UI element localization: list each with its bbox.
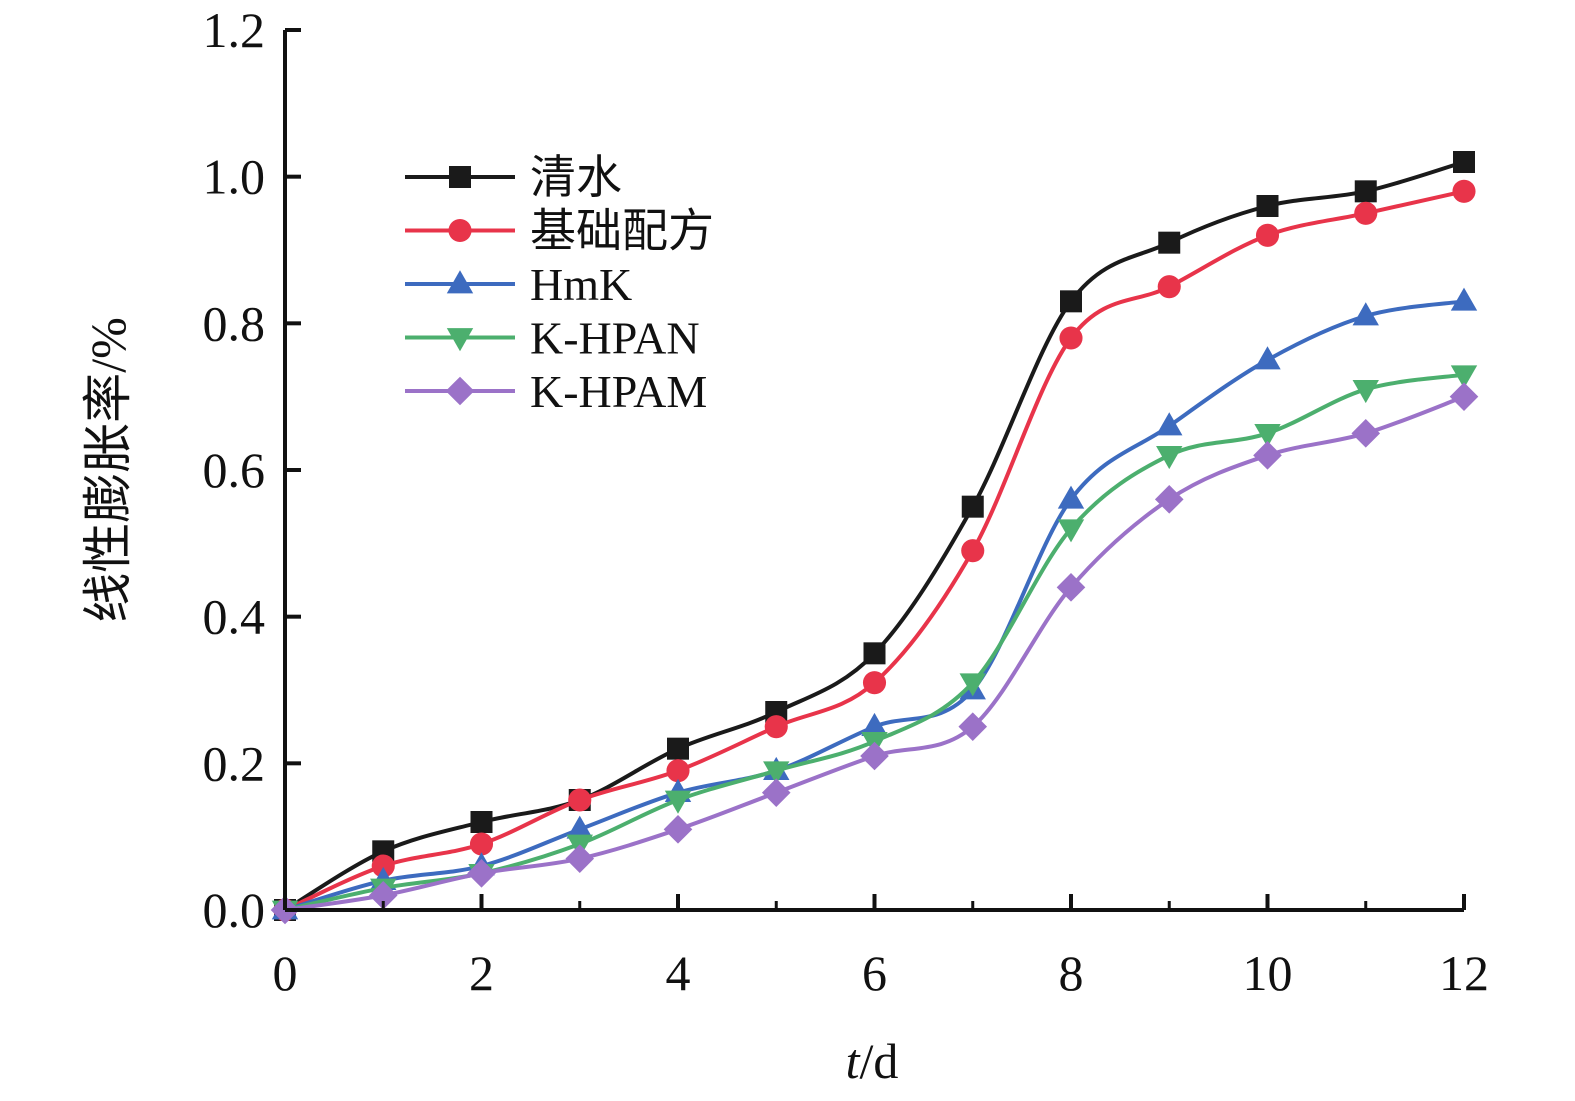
- legend-item: K-HPAM: [405, 366, 707, 417]
- y-tick-label: 1.0: [203, 149, 266, 205]
- ticks-layer: 0 2 4 6 8 10 12 0.0 0.2 0.4 0.6 0.8 1.0 1.2: [203, 2, 1490, 1001]
- data-point: [1449, 382, 1479, 411]
- series-1: [273, 179, 1476, 922]
- axes-layer: [283, 30, 1464, 912]
- x-axis-title-unit: /d: [860, 1033, 899, 1089]
- series-4: [270, 382, 1479, 925]
- data-point: [667, 737, 689, 760]
- data-point: [368, 881, 398, 910]
- data-point: [1056, 573, 1086, 602]
- data-point: [1453, 151, 1475, 173]
- legend-marker: [446, 328, 474, 352]
- data-point: [961, 495, 984, 518]
- x-tick-label: 12: [1439, 945, 1489, 1001]
- data-point: [470, 811, 493, 833]
- series-line: [284, 189, 1465, 912]
- series-layer: [270, 151, 1479, 925]
- legend-marker: [448, 218, 472, 243]
- legend-item: K-HPAN: [405, 313, 700, 364]
- legend-marker: [445, 376, 475, 406]
- y-tick-label: 0.4: [203, 589, 266, 645]
- series-2: [271, 287, 1478, 920]
- data-point: [1256, 195, 1279, 217]
- x-tick-label: 8: [1059, 945, 1084, 1001]
- data-point: [764, 715, 788, 739]
- data-point: [863, 642, 886, 665]
- data-point: [1157, 275, 1181, 299]
- legend-marker: [446, 270, 474, 294]
- series-0: [274, 151, 1475, 921]
- data-point: [1450, 287, 1478, 311]
- data-point: [1254, 346, 1281, 370]
- x-axis-title: t/d: [846, 1033, 899, 1089]
- data-point: [1154, 485, 1184, 514]
- data-point: [467, 859, 496, 888]
- data-point: [568, 788, 592, 812]
- data-point: [862, 671, 887, 695]
- data-point: [666, 759, 690, 783]
- data-point: [565, 844, 595, 873]
- legend-label: 基础配方: [530, 206, 714, 257]
- legend-label: HmK: [530, 259, 632, 310]
- y-tick-label: 0.8: [203, 295, 266, 351]
- data-point: [664, 790, 692, 814]
- data-point: [1057, 485, 1085, 509]
- data-point: [1057, 519, 1085, 543]
- data-point: [1351, 419, 1381, 448]
- x-axis-title-var: t: [846, 1033, 861, 1089]
- x-tick-label: 6: [862, 945, 887, 1001]
- legend-label: 清水: [530, 152, 622, 203]
- legend-item: HmK: [405, 259, 632, 310]
- data-point: [1156, 412, 1183, 436]
- data-point: [1452, 179, 1476, 203]
- data-point: [763, 761, 790, 785]
- data-point: [1158, 231, 1181, 254]
- y-tick-label: 0.0: [203, 882, 266, 938]
- legend-label: K-HPAM: [530, 366, 707, 417]
- data-point: [1060, 290, 1082, 313]
- data-point: [961, 539, 985, 563]
- data-point: [1354, 180, 1377, 203]
- data-point: [566, 815, 593, 839]
- legend-item: 基础配方: [405, 206, 714, 257]
- legend-item: 清水: [405, 152, 622, 203]
- legend-marker: [449, 166, 471, 188]
- y-axis-title: 线性膨胀率/%: [80, 317, 136, 623]
- y-tick-label: 0.6: [203, 442, 266, 498]
- legend-label: K-HPAN: [530, 313, 700, 364]
- data-point: [959, 673, 986, 697]
- x-tick-label: 0: [273, 945, 298, 1001]
- data-point: [958, 712, 988, 741]
- data-point: [861, 712, 888, 737]
- y-tick-label: 0.2: [203, 735, 266, 791]
- data-point: [1059, 326, 1083, 350]
- data-point: [761, 778, 791, 807]
- data-point: [1450, 365, 1478, 389]
- x-tick-label: 10: [1243, 945, 1293, 1001]
- data-point: [1156, 445, 1183, 470]
- data-point: [1352, 379, 1379, 404]
- data-point: [1354, 201, 1378, 225]
- data-point: [469, 832, 494, 856]
- data-point: [1352, 302, 1379, 326]
- data-point: [1255, 223, 1280, 247]
- x-tick-label: 2: [469, 945, 494, 1001]
- data-point: [663, 815, 693, 844]
- data-point: [1253, 441, 1282, 470]
- data-point: [371, 854, 395, 878]
- data-point: [1254, 423, 1281, 448]
- x-tick-label: 4: [666, 945, 691, 1001]
- y-tick-label: 1.2: [203, 2, 266, 58]
- data-point: [860, 741, 889, 771]
